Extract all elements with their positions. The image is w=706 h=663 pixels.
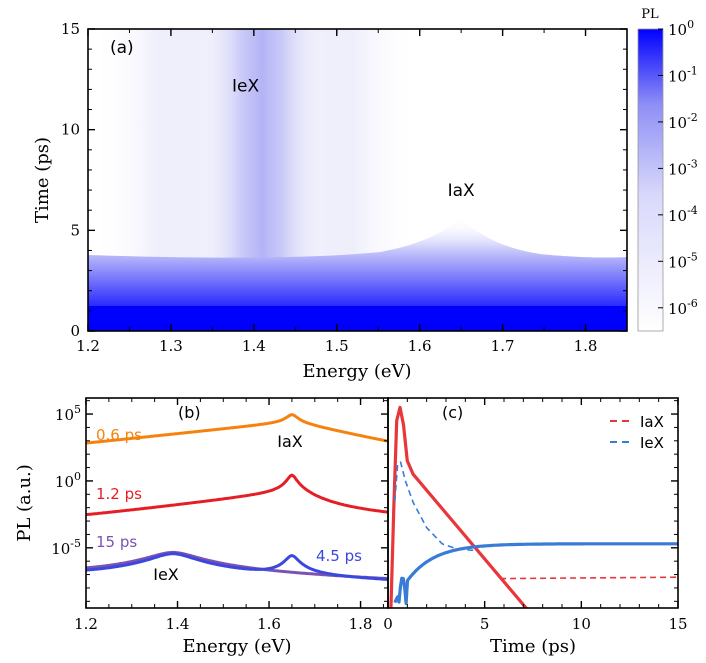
- a-xtick-label: 1.2: [76, 337, 100, 355]
- colorbar-tick-label: 10-6: [668, 297, 698, 318]
- a-ytick-label: 5: [70, 221, 80, 239]
- curve-iax-solid: [389, 405, 529, 608]
- series-label-4.5ps: 4.5 ps: [316, 547, 362, 565]
- a-xtick-label: 1.7: [491, 337, 515, 355]
- panel-a-xlabel: Energy (eV): [302, 361, 411, 382]
- a-ytick-label: 10: [61, 121, 80, 139]
- panel-c-series: [389, 405, 678, 608]
- heatmap-annotation-iax: IaX: [448, 181, 475, 201]
- b-xtick-label: 1.4: [166, 615, 190, 633]
- c-xtick-label: 10: [572, 615, 591, 633]
- a-ytick-label: 15: [61, 20, 80, 38]
- panel-a-ylabel: Time (ps): [32, 137, 53, 223]
- panel-c: 0 5 10 15 (c) IaX IeX Time (ps): [383, 397, 688, 657]
- c-xtick-label: 0: [383, 615, 393, 633]
- panel-c-label: (c): [442, 403, 463, 422]
- colorbar-tick-label: 10-5: [668, 250, 698, 271]
- curve-1.2ps: [86, 473, 388, 517]
- b-xtick-label: 1.6: [257, 615, 281, 633]
- heatmap-core-band: [88, 306, 627, 324]
- b-xtick-label: 1.2: [74, 615, 98, 633]
- a-ytick-label: 0: [70, 322, 80, 340]
- panel-b-ylabel: PL (a.u.): [14, 464, 35, 542]
- b-ytick-label: 100: [55, 470, 81, 491]
- a-xtick-label: 1.3: [159, 337, 183, 355]
- curve-iex-dashed: [394, 461, 476, 552]
- heatmap-annotation-iex: IeX: [232, 76, 259, 96]
- series-label-15ps: 15 ps: [96, 533, 137, 551]
- b-ytick-label: 105: [55, 403, 81, 424]
- colorbar: PL 100 10-1 10-2 10-3 10-4 10-5 10-6: [637, 7, 698, 332]
- a-xtick-label: 1.5: [325, 337, 349, 355]
- panel-a-ticks: 1.2 1.3 1.4 1.5 1.6 1.7 1.8 0 5 10 15: [61, 20, 628, 355]
- colorbar-tick-label: 10-3: [668, 157, 698, 178]
- panel-c-xlabel: Time (ps): [490, 636, 576, 657]
- curve-iex-solid: [393, 542, 678, 605]
- colorbar-tick-label: 100: [668, 18, 694, 39]
- heatmap-image: [88, 29, 627, 331]
- panel-c-ticks: 0 5 10 15: [383, 398, 688, 633]
- colorbar-tick-label: 10-2: [668, 111, 698, 132]
- curve-iax-dashed: [500, 576, 678, 580]
- a-xtick-label: 1.8: [574, 337, 598, 355]
- curve-0.6ps: [86, 413, 388, 445]
- a-xtick-label: 1.6: [408, 337, 432, 355]
- legend-label-iax: IaX: [640, 413, 664, 431]
- colorbar-tick-label: 10-1: [668, 64, 698, 85]
- b-xtick-label: 1.8: [349, 615, 373, 633]
- panel-b-annotation-iex: IeX: [153, 565, 179, 584]
- a-xtick-label: 1.4: [242, 337, 266, 355]
- colorbar-label: PL: [641, 7, 659, 22]
- b-ytick-label: 10-5: [51, 537, 81, 558]
- panel-b-series: [86, 413, 388, 581]
- panel-b-xlabel: Energy (eV): [182, 636, 291, 657]
- c-xtick-label: 5: [480, 615, 490, 633]
- panel-c-legend: IaX IeX: [610, 413, 664, 452]
- series-label-1.2ps: 1.2 ps: [96, 485, 142, 503]
- legend-label-iex: IeX: [640, 434, 664, 452]
- panel-b-label: (b): [178, 403, 201, 422]
- panel-a-label: (a): [110, 38, 134, 58]
- curve-4.5ps: [86, 552, 388, 581]
- c-xtick-label: 15: [668, 615, 687, 633]
- colorbar-gradient: [637, 28, 664, 332]
- series-label-0.6ps: 0.6 ps: [96, 426, 142, 444]
- colorbar-tick-label: 10-4: [668, 204, 698, 225]
- colorbar-ticks: 100 10-1 10-2 10-3 10-4 10-5 10-6: [658, 18, 698, 318]
- panel-b-annotation-iax: IaX: [277, 432, 303, 451]
- heatmap-bright-band: [88, 218, 627, 331]
